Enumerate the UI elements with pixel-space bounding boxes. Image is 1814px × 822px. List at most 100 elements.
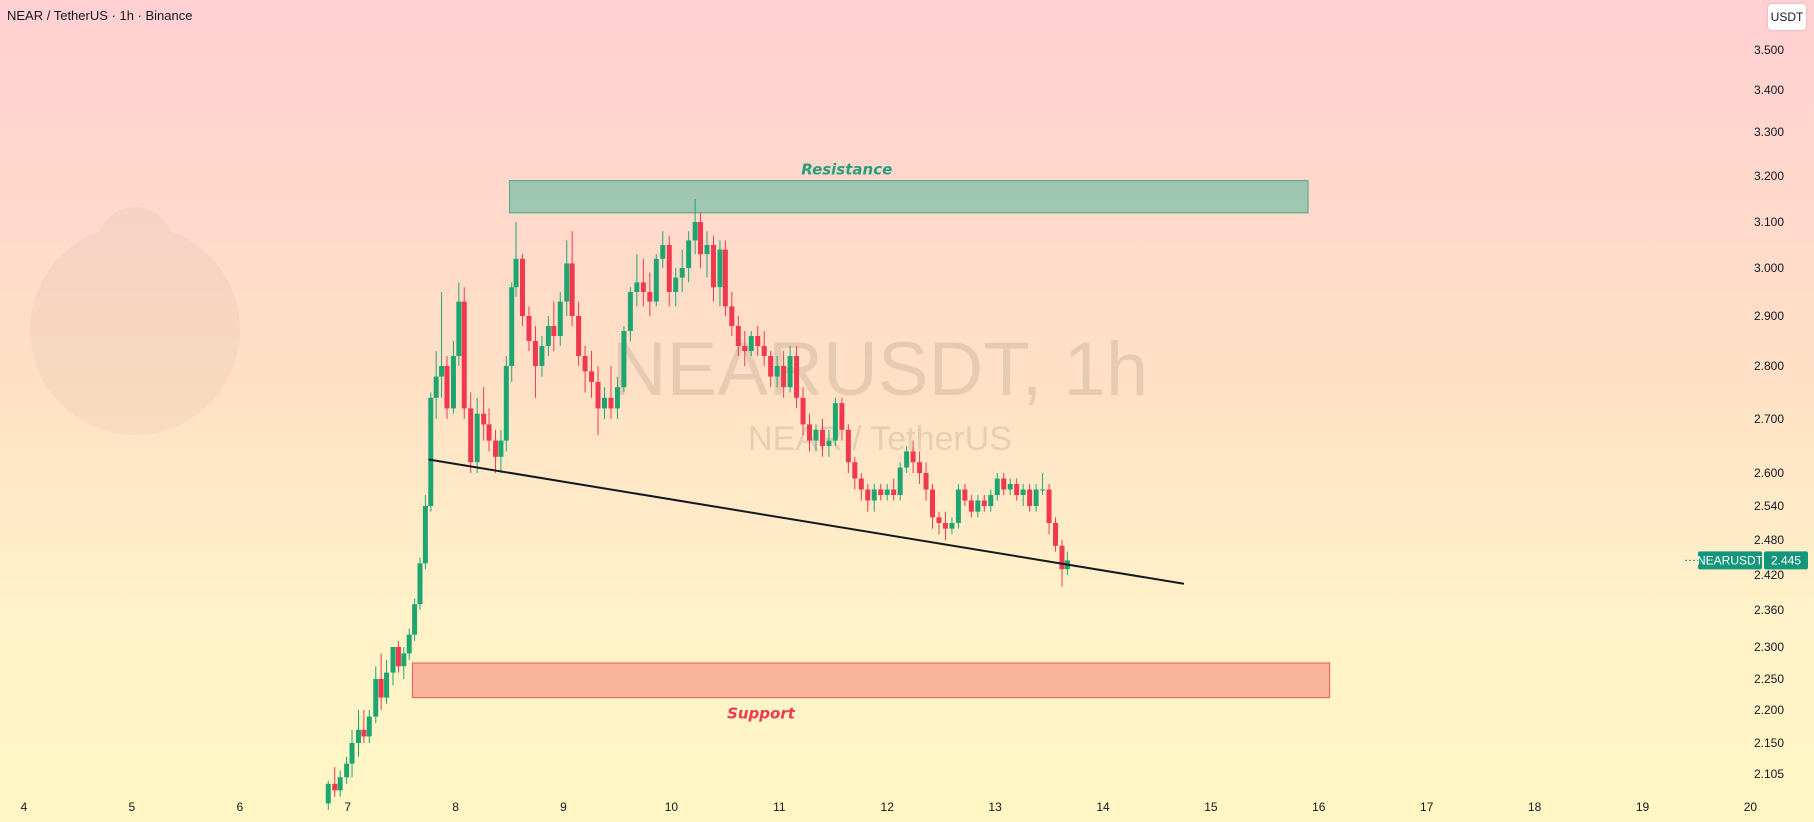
y-tick-label: 2.480: [1754, 533, 1784, 547]
candle: [513, 222, 519, 297]
candle-body: [595, 381, 601, 409]
candle: [679, 249, 685, 292]
candle-body: [450, 356, 456, 409]
candle: [486, 408, 492, 452]
candle: [621, 326, 627, 393]
candle-body: [878, 489, 884, 495]
candle-body: [717, 249, 723, 288]
candle: [1001, 473, 1007, 495]
candle: [551, 301, 557, 351]
candle-body: [349, 743, 355, 764]
candle: [962, 484, 968, 506]
candle: [444, 356, 450, 419]
candle: [686, 231, 692, 283]
resistance-zone[interactable]: [509, 180, 1309, 214]
candle-body: [884, 489, 890, 495]
candle-body: [666, 245, 672, 292]
candle-body: [692, 222, 698, 241]
candle: [800, 387, 806, 436]
currency-button[interactable]: USDT: [1768, 4, 1806, 30]
candle: [917, 451, 923, 484]
candle-body: [904, 451, 910, 468]
candle: [884, 484, 890, 501]
candle: [666, 235, 672, 307]
x-tick-label: 20: [1744, 800, 1758, 814]
candle-body: [493, 440, 499, 457]
candle: [344, 756, 350, 784]
candle-body: [660, 245, 666, 259]
candle-body: [417, 563, 423, 605]
candle-body: [800, 397, 806, 425]
candle: [390, 647, 396, 686]
candle-body: [1027, 489, 1033, 506]
chart-title: NEAR / TetherUS · 1h · Binance: [7, 8, 193, 23]
candle-body: [774, 366, 780, 377]
support-zone[interactable]: [411, 662, 1331, 699]
candle: [366, 710, 372, 743]
candle-body: [564, 263, 570, 302]
candle-body: [551, 326, 557, 336]
candle-body: [781, 366, 787, 388]
candle: [332, 767, 338, 797]
candle: [891, 478, 897, 501]
candle-body: [704, 245, 710, 255]
candle-body: [949, 523, 955, 529]
candle-body: [755, 336, 761, 346]
candle: [832, 397, 838, 446]
candle: [417, 557, 423, 610]
candle: [557, 292, 563, 346]
candle-body: [395, 647, 401, 667]
candle-body: [832, 403, 838, 441]
candle-body: [519, 258, 525, 316]
candle: [942, 511, 948, 540]
candle-body: [456, 301, 462, 356]
candle: [614, 376, 620, 419]
y-tick-label: 2.250: [1754, 672, 1784, 686]
candle-body: [807, 424, 813, 441]
candle-body: [742, 346, 748, 351]
y-tick-label: 2.360: [1754, 603, 1784, 617]
x-tick-label: 11: [773, 800, 786, 814]
candle: [412, 598, 418, 641]
candle: [384, 659, 390, 704]
candle-body: [361, 729, 367, 737]
candle: [373, 666, 379, 724]
symbol-tag-text: NEARUSDT: [1697, 553, 1764, 567]
x-tick-label: 17: [1420, 800, 1434, 814]
x-tick-label: 6: [236, 800, 243, 814]
candle-body: [865, 489, 871, 501]
candle: [493, 429, 499, 473]
candle-body: [673, 277, 679, 292]
candle: [936, 511, 942, 535]
candle-body: [962, 489, 968, 501]
candle-body: [621, 331, 627, 388]
x-tick-label: 7: [344, 800, 351, 814]
y-tick-label: 2.600: [1754, 466, 1784, 480]
candle: [428, 392, 434, 512]
candle-body: [433, 376, 439, 398]
trendline[interactable]: [428, 458, 1185, 585]
candle: [461, 287, 467, 419]
candle: [532, 326, 538, 398]
last-price-text: 2.445: [1771, 553, 1801, 567]
x-tick-label: 4: [21, 800, 28, 814]
candle-body: [513, 258, 519, 288]
candle-body: [545, 326, 551, 346]
candle: [949, 517, 955, 535]
candle-body: [826, 440, 832, 446]
candle-body: [337, 777, 343, 791]
candle: [858, 473, 864, 501]
candle-body: [481, 413, 487, 425]
candle: [337, 770, 343, 797]
candle-body: [325, 783, 331, 804]
candle-body: [503, 366, 509, 441]
candle: [729, 292, 735, 336]
logo-watermark-icon: [30, 207, 240, 435]
y-tick-label: 3.300: [1754, 125, 1784, 139]
y-tick-label: 3.100: [1754, 215, 1784, 229]
candle: [660, 231, 666, 268]
candle: [968, 495, 974, 518]
candle: [608, 366, 614, 419]
x-tick-label: 18: [1528, 800, 1542, 814]
